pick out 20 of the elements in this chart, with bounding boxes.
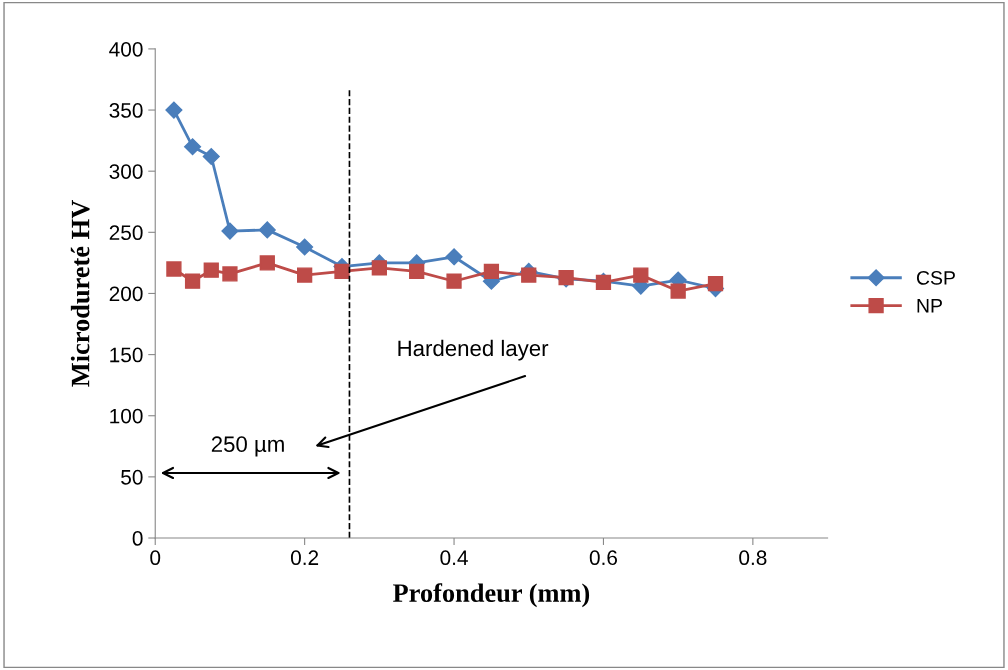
y-tick-label: 0 bbox=[132, 531, 143, 546]
y-tick-label: 350 bbox=[109, 103, 143, 118]
x-axis-title: Profondeur (mm) bbox=[393, 583, 590, 608]
x-tick-label: 0 bbox=[150, 550, 161, 566]
annotation: Hardened layer bbox=[398, 339, 549, 361]
y-tick-label: 200 bbox=[109, 286, 143, 302]
y-tick-label: 150 bbox=[110, 347, 143, 363]
y-tick-label: 100 bbox=[110, 408, 143, 424]
y-tick-label: 300 bbox=[109, 164, 143, 179]
x-tick-label: 0.4 bbox=[440, 550, 468, 566]
x-tick-label: 0.6 bbox=[589, 550, 618, 566]
y-tick-label: 250 bbox=[109, 225, 143, 241]
y-tick-label: 400 bbox=[109, 41, 143, 57]
legend-label: CSP bbox=[916, 270, 955, 285]
legend-label: NP bbox=[917, 299, 942, 313]
y-tick-label: 50 bbox=[121, 469, 143, 485]
y-axis-title: Microdureté HV bbox=[70, 200, 90, 387]
x-tick-label: 0.2 bbox=[290, 550, 319, 566]
annotation: 250 µm bbox=[211, 436, 284, 457]
x-tick-label: 0.8 bbox=[739, 550, 767, 566]
